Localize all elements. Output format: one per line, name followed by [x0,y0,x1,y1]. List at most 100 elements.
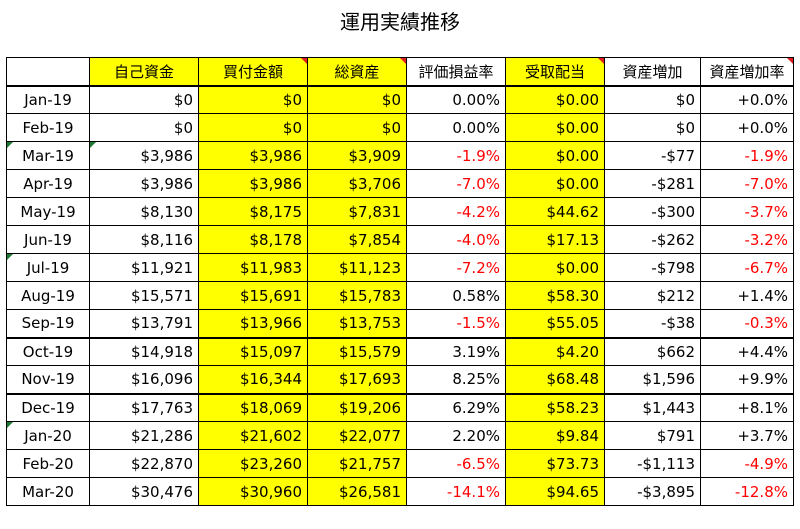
cell-asset-increase-rate[interactable]: +8.1% [700,392,794,422]
cell-own-funds[interactable]: $17,763 [89,392,199,422]
cell-own-funds[interactable]: $30,476 [89,477,199,506]
cell-asset-increase-rate[interactable]: -3.7% [700,197,794,226]
cell-asset-increase[interactable]: $0 [604,85,701,114]
cell-asset-increase[interactable]: -$1,113 [604,449,701,478]
cell-asset-increase-rate[interactable]: -4.9% [700,449,794,478]
cell-dividend[interactable]: $9.84 [505,421,605,450]
cell-purchase-amount[interactable]: $15,691 [198,281,308,310]
cell-dividend[interactable]: $73.73 [505,449,605,478]
cell-dividend[interactable]: $17.13 [505,225,605,254]
cell-own-funds[interactable]: $13,791 [89,309,199,338]
cell-month[interactable]: Apr-19 [6,169,90,198]
cell-total-assets[interactable]: $17,693 [307,365,407,394]
cell-eval-rate[interactable]: -4.2% [406,197,506,226]
header-total-assets[interactable]: 総資産 [307,57,407,87]
cell-dividend[interactable]: $58.23 [505,392,605,422]
cell-month[interactable]: Mar-20 [6,477,90,506]
cell-dividend[interactable]: $0.00 [505,141,605,170]
cell-own-funds[interactable]: $11,921 [89,253,199,282]
header-eval-rate[interactable]: 評価損益率 [406,57,506,87]
cell-eval-rate[interactable]: 3.19% [406,336,506,366]
cell-dividend[interactable]: $0.00 [505,253,605,282]
cell-eval-rate[interactable]: 0.58% [406,281,506,310]
cell-asset-increase-rate[interactable]: +3.7% [700,421,794,450]
cell-total-assets[interactable]: $7,854 [307,225,407,254]
header-own-funds[interactable]: 自己資金 [89,57,199,87]
cell-asset-increase-rate[interactable]: +0.0% [700,85,794,114]
cell-asset-increase[interactable]: -$3,895 [604,477,701,506]
cell-total-assets[interactable]: $3,706 [307,169,407,198]
cell-asset-increase[interactable]: -$262 [604,225,701,254]
header-dividend[interactable]: 受取配当 [505,57,605,87]
cell-month[interactable]: Jul-19 [6,253,90,282]
cell-asset-increase[interactable]: -$281 [604,169,701,198]
cell-dividend[interactable]: $44.62 [505,197,605,226]
cell-purchase-amount[interactable]: $3,986 [198,169,308,198]
cell-month[interactable]: Jun-19 [6,225,90,254]
cell-asset-increase[interactable]: -$300 [604,197,701,226]
cell-purchase-amount[interactable]: $8,175 [198,197,308,226]
cell-own-funds[interactable]: $22,870 [89,449,199,478]
cell-asset-increase[interactable]: $212 [604,281,701,310]
cell-asset-increase-rate[interactable]: +1.4% [700,281,794,310]
cell-eval-rate[interactable]: 0.00% [406,113,506,142]
cell-asset-increase[interactable]: $0 [604,113,701,142]
cell-asset-increase-rate[interactable]: -7.0% [700,169,794,198]
cell-own-funds[interactable]: $8,130 [89,197,199,226]
cell-dividend[interactable]: $0.00 [505,85,605,114]
cell-total-assets[interactable]: $21,757 [307,449,407,478]
cell-dividend[interactable]: $94.65 [505,477,605,506]
cell-eval-rate[interactable]: -7.0% [406,169,506,198]
cell-asset-increase-rate[interactable]: -12.8% [700,477,794,506]
cell-own-funds[interactable]: $3,986 [89,169,199,198]
cell-asset-increase[interactable]: $791 [604,421,701,450]
cell-month[interactable]: Feb-19 [6,113,90,142]
cell-asset-increase-rate[interactable]: -0.3% [700,309,794,338]
cell-dividend[interactable]: $4.20 [505,336,605,366]
cell-total-assets[interactable]: $0 [307,85,407,114]
header-corner-cell[interactable] [6,57,90,87]
cell-purchase-amount[interactable]: $0 [198,113,308,142]
cell-asset-increase[interactable]: -$38 [604,309,701,338]
cell-purchase-amount[interactable]: $30,960 [198,477,308,506]
cell-dividend[interactable]: $55.05 [505,309,605,338]
cell-purchase-amount[interactable]: $3,986 [198,141,308,170]
cell-asset-increase[interactable]: -$77 [604,141,701,170]
cell-asset-increase-rate[interactable]: +4.4% [700,336,794,366]
cell-purchase-amount[interactable]: $21,602 [198,421,308,450]
cell-asset-increase-rate[interactable]: +0.0% [700,113,794,142]
cell-eval-rate[interactable]: -6.5% [406,449,506,478]
cell-asset-increase-rate[interactable]: -3.2% [700,225,794,254]
cell-month[interactable]: Jan-20 [6,421,90,450]
cell-purchase-amount[interactable]: $0 [198,85,308,114]
cell-own-funds[interactable]: $21,286 [89,421,199,450]
cell-asset-increase-rate[interactable]: +9.9% [700,365,794,394]
header-asset-increase-rate[interactable]: 資産増加率 [700,57,794,87]
cell-asset-increase-rate[interactable]: -1.9% [700,141,794,170]
cell-own-funds[interactable]: $14,918 [89,336,199,366]
cell-month[interactable]: Feb-20 [6,449,90,478]
cell-eval-rate[interactable]: -1.9% [406,141,506,170]
cell-eval-rate[interactable]: 6.29% [406,392,506,422]
cell-eval-rate[interactable]: -1.5% [406,309,506,338]
cell-purchase-amount[interactable]: $23,260 [198,449,308,478]
cell-dividend[interactable]: $0.00 [505,113,605,142]
cell-eval-rate[interactable]: 0.00% [406,85,506,114]
cell-total-assets[interactable]: $22,077 [307,421,407,450]
cell-total-assets[interactable]: $13,753 [307,309,407,338]
cell-total-assets[interactable]: $7,831 [307,197,407,226]
cell-total-assets[interactable]: $11,123 [307,253,407,282]
cell-asset-increase-rate[interactable]: -6.7% [700,253,794,282]
cell-purchase-amount[interactable]: $16,344 [198,365,308,394]
cell-month[interactable]: Mar-19 [6,141,90,170]
cell-dividend[interactable]: $58.30 [505,281,605,310]
cell-eval-rate[interactable]: -4.0% [406,225,506,254]
cell-asset-increase[interactable]: $1,443 [604,392,701,422]
cell-purchase-amount[interactable]: $18,069 [198,392,308,422]
cell-eval-rate[interactable]: 8.25% [406,365,506,394]
cell-own-funds[interactable]: $16,096 [89,365,199,394]
cell-month[interactable]: Oct-19 [6,336,90,366]
cell-dividend[interactable]: $0.00 [505,169,605,198]
cell-asset-increase[interactable]: $1,596 [604,365,701,394]
cell-total-assets[interactable]: $19,206 [307,392,407,422]
